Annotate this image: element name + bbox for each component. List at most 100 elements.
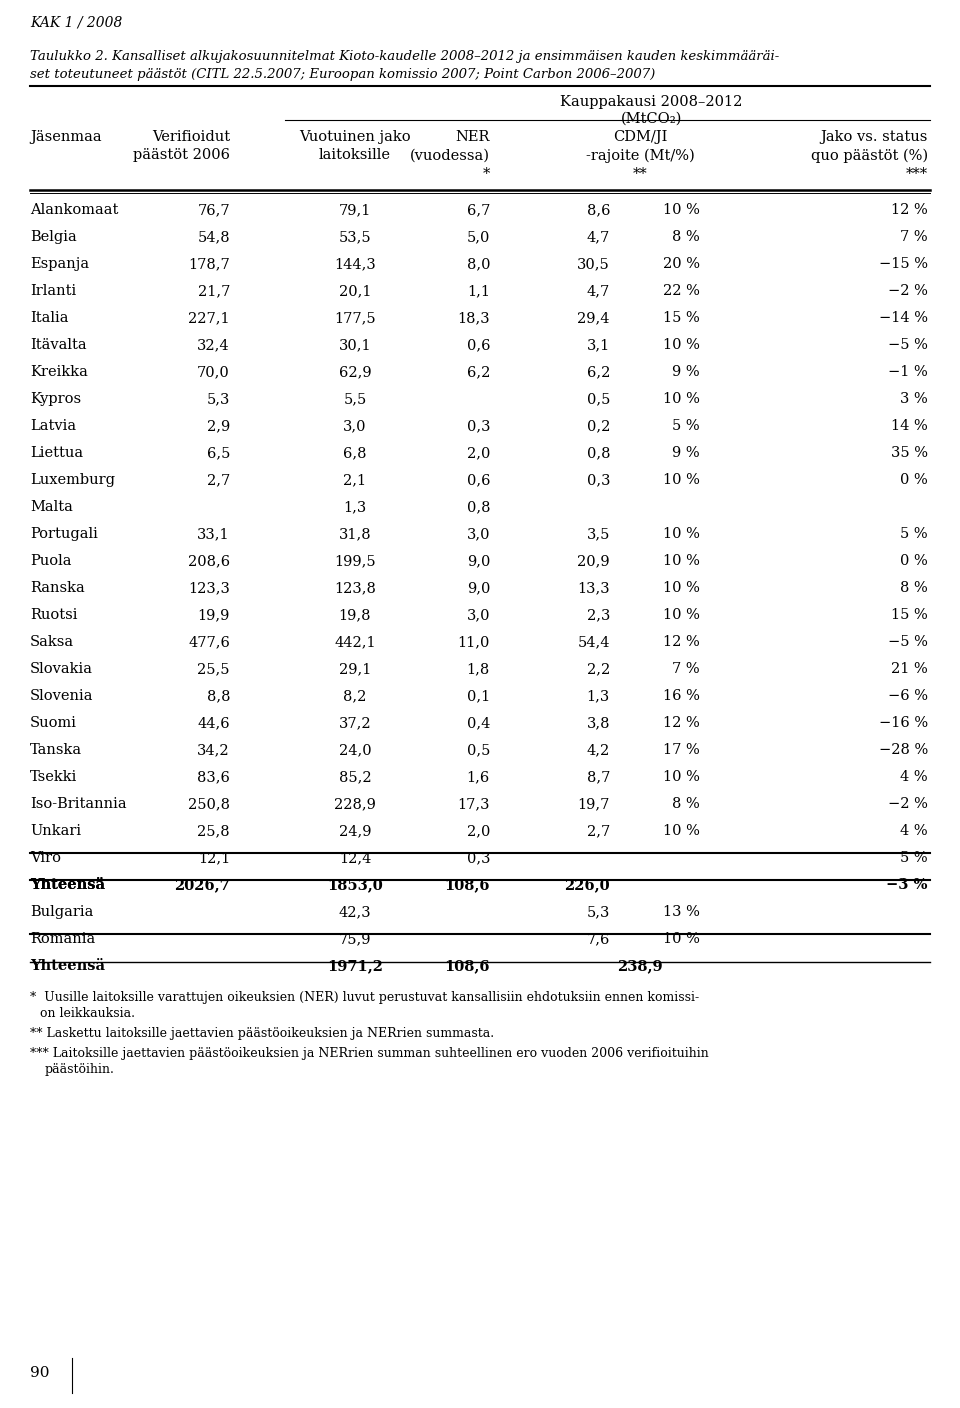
- Text: Italia: Italia: [30, 311, 68, 325]
- Text: 20 %: 20 %: [663, 258, 700, 270]
- Text: KAK 1 / 2008: KAK 1 / 2008: [30, 15, 122, 30]
- Text: 227,1: 227,1: [188, 311, 230, 325]
- Text: 8,8: 8,8: [206, 689, 230, 703]
- Text: 6,5: 6,5: [206, 446, 230, 460]
- Text: 477,6: 477,6: [188, 635, 230, 649]
- Text: 10 %: 10 %: [663, 473, 700, 487]
- Text: 62,9: 62,9: [339, 365, 372, 379]
- Text: 2,9: 2,9: [206, 420, 230, 434]
- Text: Slovenia: Slovenia: [30, 689, 93, 703]
- Text: 7 %: 7 %: [900, 230, 928, 244]
- Text: 208,6: 208,6: [188, 553, 230, 567]
- Text: 18,3: 18,3: [457, 311, 490, 325]
- Text: 13,3: 13,3: [577, 582, 610, 596]
- Text: 442,1: 442,1: [334, 635, 375, 649]
- Text: 54,4: 54,4: [578, 635, 610, 649]
- Text: on leikkauksia.: on leikkauksia.: [40, 1007, 135, 1019]
- Text: 24,9: 24,9: [339, 824, 372, 838]
- Text: 15 %: 15 %: [891, 608, 928, 622]
- Text: 1,3: 1,3: [587, 689, 610, 703]
- Text: 10 %: 10 %: [663, 527, 700, 541]
- Text: Portugali: Portugali: [30, 527, 98, 541]
- Text: 2,3: 2,3: [587, 608, 610, 622]
- Text: −14 %: −14 %: [879, 311, 928, 325]
- Text: 0,8: 0,8: [467, 500, 490, 514]
- Text: 0,1: 0,1: [467, 689, 490, 703]
- Text: 54,8: 54,8: [198, 230, 230, 244]
- Text: 9 %: 9 %: [672, 446, 700, 460]
- Text: −15 %: −15 %: [879, 258, 928, 270]
- Text: 3,8: 3,8: [587, 717, 610, 729]
- Text: 2,2: 2,2: [587, 662, 610, 676]
- Text: Belgia: Belgia: [30, 230, 77, 244]
- Text: 8 %: 8 %: [672, 797, 700, 811]
- Text: 20,1: 20,1: [339, 284, 372, 298]
- Text: 10 %: 10 %: [663, 582, 700, 596]
- Text: 5,5: 5,5: [344, 391, 367, 406]
- Text: 2,7: 2,7: [206, 473, 230, 487]
- Text: 0,3: 0,3: [467, 850, 490, 865]
- Text: 0 %: 0 %: [900, 553, 928, 567]
- Text: 10 %: 10 %: [663, 391, 700, 406]
- Text: 226,0: 226,0: [564, 879, 610, 893]
- Bar: [30, 853, 930, 880]
- Text: 108,6: 108,6: [444, 879, 490, 893]
- Text: 6,2: 6,2: [467, 365, 490, 379]
- Text: 1,6: 1,6: [467, 770, 490, 784]
- Text: 75,9: 75,9: [339, 932, 372, 946]
- Text: 19,8: 19,8: [339, 608, 372, 622]
- Text: 10 %: 10 %: [663, 932, 700, 946]
- Text: 8,6: 8,6: [587, 203, 610, 217]
- Text: Puola: Puola: [30, 553, 71, 567]
- Text: 14 %: 14 %: [891, 420, 928, 434]
- Text: päästöihin.: päästöihin.: [45, 1063, 115, 1076]
- Text: 7,6: 7,6: [587, 932, 610, 946]
- Text: −1 %: −1 %: [888, 365, 928, 379]
- Text: 44,6: 44,6: [198, 717, 230, 729]
- Text: Suomi: Suomi: [30, 717, 77, 729]
- Text: Slovakia: Slovakia: [30, 662, 93, 676]
- Text: −2 %: −2 %: [888, 797, 928, 811]
- Text: Unkari: Unkari: [30, 824, 82, 838]
- Text: 1853,0: 1853,0: [327, 879, 383, 893]
- Text: 4,7: 4,7: [587, 284, 610, 298]
- Text: 0,4: 0,4: [467, 717, 490, 729]
- Text: Bulgaria: Bulgaria: [30, 905, 93, 919]
- Text: 11,0: 11,0: [458, 635, 490, 649]
- Text: 144,3: 144,3: [334, 258, 376, 270]
- Text: Latvia: Latvia: [30, 420, 76, 434]
- Text: Iso-Britannia: Iso-Britannia: [30, 797, 127, 811]
- Text: 17,3: 17,3: [458, 797, 490, 811]
- Text: 1971,2: 1971,2: [327, 959, 383, 973]
- Text: Alankomaat: Alankomaat: [30, 203, 118, 217]
- Text: 1,3: 1,3: [344, 500, 367, 514]
- Text: 2,0: 2,0: [467, 446, 490, 460]
- Text: NER
(vuodessa)
*: NER (vuodessa) *: [410, 130, 490, 180]
- Text: 5,3: 5,3: [587, 905, 610, 919]
- Text: *** Laitoksille jaettavien päästöoikeuksien ja NERrien summan suhteellinen ero v: *** Laitoksille jaettavien päästöoikeuks…: [30, 1048, 708, 1060]
- Text: 3,1: 3,1: [587, 338, 610, 352]
- Text: 10 %: 10 %: [663, 338, 700, 352]
- Text: 25,5: 25,5: [198, 662, 230, 676]
- Text: 76,7: 76,7: [198, 203, 230, 217]
- Text: −3 %: −3 %: [886, 879, 928, 893]
- Text: 250,8: 250,8: [188, 797, 230, 811]
- Text: 0,8: 0,8: [587, 446, 610, 460]
- Text: 29,4: 29,4: [578, 311, 610, 325]
- Text: 3,0: 3,0: [344, 420, 367, 434]
- Text: 4 %: 4 %: [900, 770, 928, 784]
- Text: 4,7: 4,7: [587, 230, 610, 244]
- Text: 0,3: 0,3: [467, 420, 490, 434]
- Text: 90: 90: [30, 1366, 50, 1380]
- Text: 1,1: 1,1: [467, 284, 490, 298]
- Text: Ranska: Ranska: [30, 582, 84, 596]
- Text: Yhteensä: Yhteensä: [30, 879, 105, 893]
- Text: 10 %: 10 %: [663, 553, 700, 567]
- Text: Saksa: Saksa: [30, 635, 74, 649]
- Text: 0 %: 0 %: [900, 473, 928, 487]
- Text: 8,2: 8,2: [344, 689, 367, 703]
- Text: 22 %: 22 %: [663, 284, 700, 298]
- Text: 5,3: 5,3: [206, 391, 230, 406]
- Text: 34,2: 34,2: [198, 743, 230, 758]
- Text: 13 %: 13 %: [663, 905, 700, 919]
